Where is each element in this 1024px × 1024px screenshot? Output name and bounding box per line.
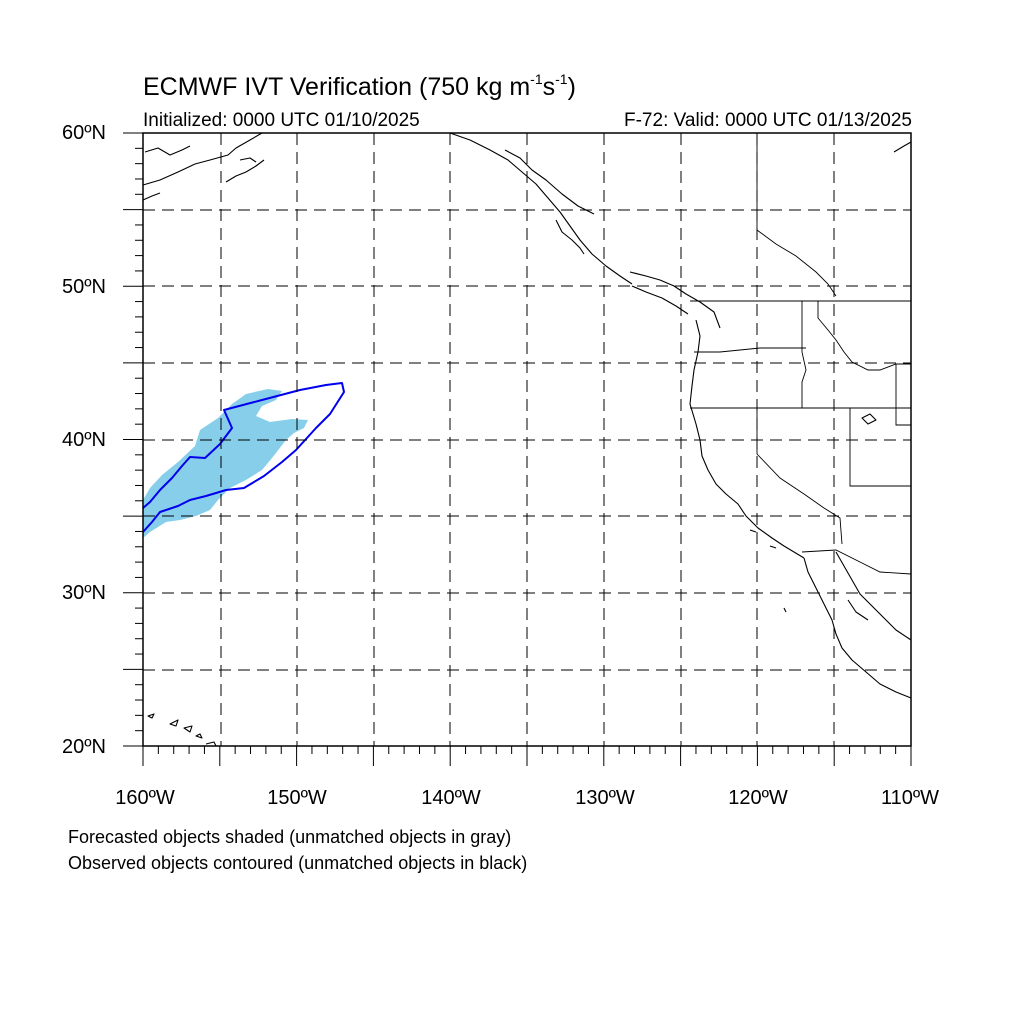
footer-observed-note: Observed objects contoured (unmatched ob… <box>68 853 528 873</box>
title-exponent-1: -1 <box>530 71 543 87</box>
political-boundaries <box>690 133 912 575</box>
graticule <box>143 133 911 746</box>
lat-label-30: 30ºN <box>62 582 106 604</box>
title-text-end: ) <box>567 73 576 101</box>
lon-label-160w: 160ºW <box>115 787 175 809</box>
title-text-s: s <box>542 73 556 101</box>
coastlines <box>142 132 912 747</box>
lat-label-60: 60ºN <box>62 122 106 144</box>
init-time-label: Initialized: 0000 UTC 01/10/2025 <box>143 110 420 131</box>
lat-label-20: 20ºN <box>62 736 106 758</box>
lon-label-110w: 110ºW <box>880 787 940 809</box>
lon-label-140w: 140ºW <box>421 787 481 809</box>
footer-forecast-note: Forecasted objects shaded (unmatched obj… <box>68 827 512 847</box>
map-title: ECMWF IVT Verification (750 kg m-1s-1) <box>143 72 576 102</box>
valid-time-label: F-72: Valid: 0000 UTC 01/13/2025 <box>624 110 912 131</box>
title-text: ECMWF IVT Verification (750 kg m <box>143 73 531 101</box>
lon-label-130w: 130ºW <box>575 787 635 809</box>
lat-label-50: 50ºN <box>62 276 106 298</box>
forecast-object-shaded <box>143 389 308 538</box>
lat-label-40: 40ºN <box>62 429 106 451</box>
lon-label-120w: 120ºW <box>728 787 788 809</box>
axis-ticks <box>123 132 912 766</box>
lon-label-150w: 150ºW <box>267 787 327 809</box>
observed-object-contour <box>142 382 345 533</box>
title-exponent-2: -1 <box>555 71 568 87</box>
